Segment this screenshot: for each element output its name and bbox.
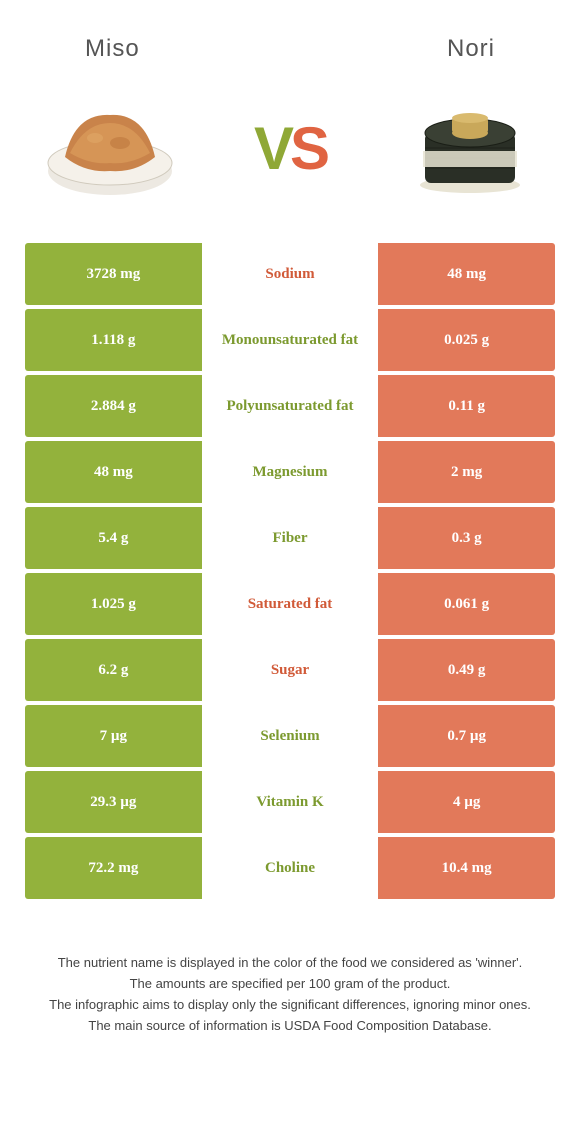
right-value: 0.025 g (378, 309, 555, 371)
right-value: 0.7 µg (378, 705, 555, 767)
footer-line-2: The amounts are specified per 100 gram o… (30, 975, 550, 994)
footer-line-1: The nutrient name is displayed in the co… (30, 954, 550, 973)
nutrient-label: Selenium (202, 705, 379, 767)
right-value: 0.11 g (378, 375, 555, 437)
right-value: 0.3 g (378, 507, 555, 569)
nutrient-label: Polyunsaturated fat (202, 375, 379, 437)
table-row: 29.3 µgVitamin K4 µg (25, 771, 555, 833)
table-row: 72.2 mgCholine10.4 mg (25, 837, 555, 899)
right-value: 4 µg (378, 771, 555, 833)
right-value: 2 mg (378, 441, 555, 503)
nutrient-label: Sugar (202, 639, 379, 701)
left-value: 1.118 g (25, 309, 202, 371)
header: Miso Nori (25, 20, 555, 88)
table-row: 3728 mgSodium48 mg (25, 243, 555, 305)
left-value: 5.4 g (25, 507, 202, 569)
vs-v: V (254, 114, 290, 183)
miso-image (35, 88, 185, 208)
table-row: 5.4 gFiber0.3 g (25, 507, 555, 569)
nutrient-label: Sodium (202, 243, 379, 305)
footer-notes: The nutrient name is displayed in the co… (25, 954, 555, 1035)
right-value: 48 mg (378, 243, 555, 305)
footer-line-4: The main source of information is USDA F… (30, 1017, 550, 1036)
left-value: 29.3 µg (25, 771, 202, 833)
table-row: 2.884 gPolyunsaturated fat0.11 g (25, 375, 555, 437)
vs-s: S (290, 114, 326, 183)
left-value: 1.025 g (25, 573, 202, 635)
nutrient-label: Fiber (202, 507, 379, 569)
nutrient-label: Magnesium (202, 441, 379, 503)
title-right: Nori (447, 35, 495, 63)
footer-line-3: The infographic aims to display only the… (30, 996, 550, 1015)
vs-row: VS (25, 88, 555, 243)
nutrient-label: Monounsaturated fat (202, 309, 379, 371)
nutrient-label: Choline (202, 837, 379, 899)
left-value: 72.2 mg (25, 837, 202, 899)
table-row: 6.2 gSugar0.49 g (25, 639, 555, 701)
vs-label: VS (254, 114, 326, 183)
table-row: 48 mgMagnesium2 mg (25, 441, 555, 503)
table-row: 1.118 gMonounsaturated fat0.025 g (25, 309, 555, 371)
left-value: 2.884 g (25, 375, 202, 437)
nutrient-label: Vitamin K (202, 771, 379, 833)
table-row: 7 µgSelenium0.7 µg (25, 705, 555, 767)
title-left: Miso (85, 35, 140, 63)
right-value: 10.4 mg (378, 837, 555, 899)
nutrient-label: Saturated fat (202, 573, 379, 635)
nori-image (395, 88, 545, 208)
left-value: 7 µg (25, 705, 202, 767)
right-value: 0.49 g (378, 639, 555, 701)
left-value: 48 mg (25, 441, 202, 503)
left-value: 6.2 g (25, 639, 202, 701)
comparison-table: 3728 mgSodium48 mg1.118 gMonounsaturated… (25, 243, 555, 899)
table-row: 1.025 gSaturated fat0.061 g (25, 573, 555, 635)
left-value: 3728 mg (25, 243, 202, 305)
right-value: 0.061 g (378, 573, 555, 635)
